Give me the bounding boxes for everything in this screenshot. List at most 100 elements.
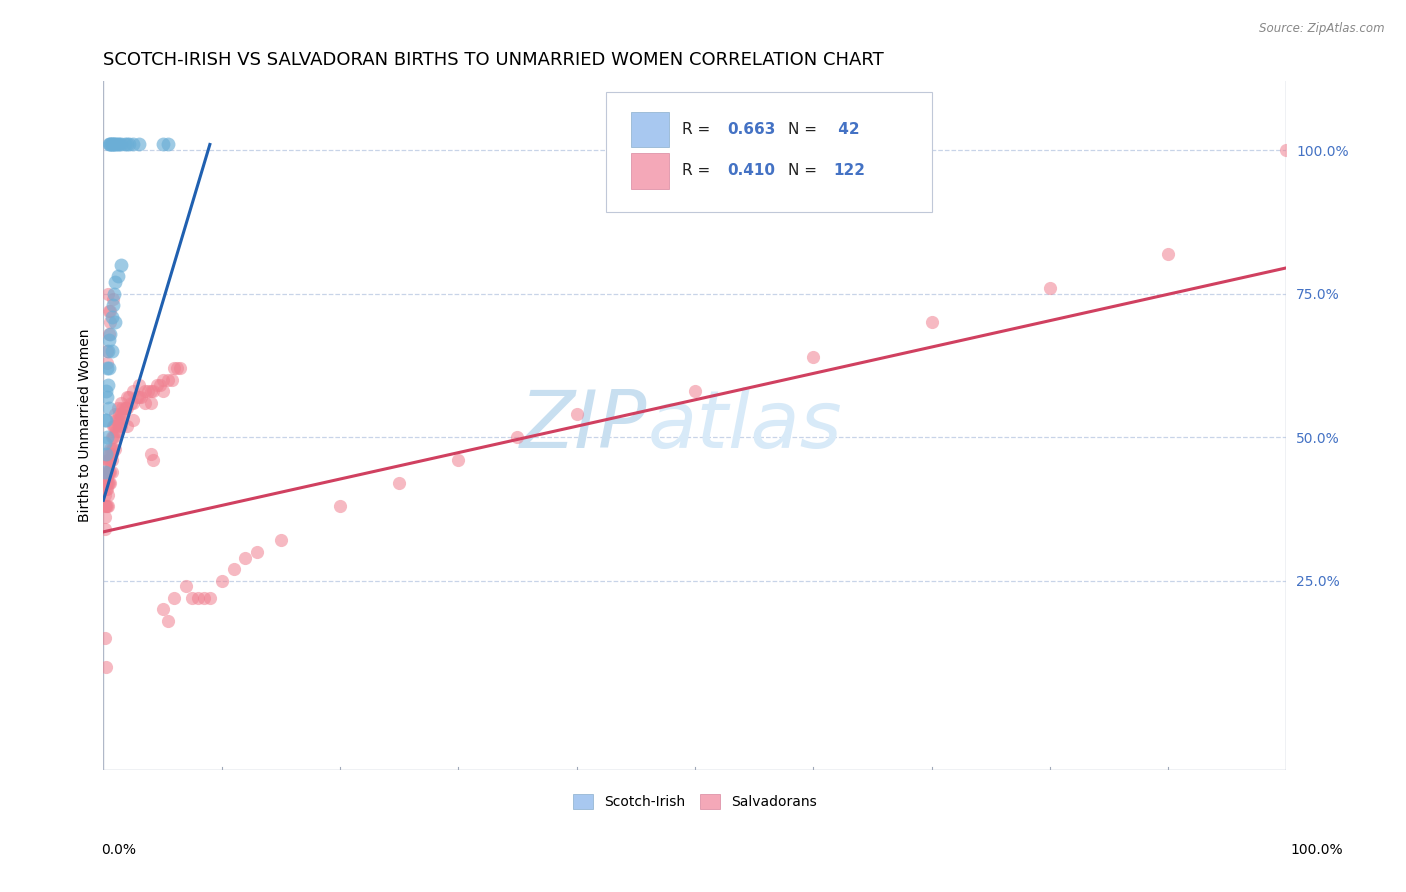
Point — [97, 499, 120, 513]
Point — [163, 591, 186, 605]
Point — [101, 137, 124, 152]
Point — [100, 310, 122, 324]
Point — [98, 401, 121, 416]
Point — [93, 413, 115, 427]
Point — [100, 465, 122, 479]
Point — [122, 137, 145, 152]
Point — [108, 413, 131, 427]
Point — [801, 350, 824, 364]
Point — [100, 442, 122, 456]
Point — [107, 407, 129, 421]
Point — [103, 137, 125, 152]
Point — [93, 465, 115, 479]
Point — [128, 137, 150, 152]
Text: 0.663: 0.663 — [727, 122, 775, 137]
Point — [129, 390, 152, 404]
Point — [100, 453, 122, 467]
Point — [222, 562, 245, 576]
Point — [93, 476, 115, 491]
Point — [152, 373, 174, 387]
Point — [115, 418, 138, 433]
Point — [100, 447, 122, 461]
Point — [103, 418, 125, 433]
Point — [96, 355, 118, 369]
Text: R =: R = — [682, 122, 716, 137]
Point — [134, 395, 156, 409]
Point — [506, 430, 529, 444]
Point — [115, 401, 138, 416]
Point — [94, 447, 117, 461]
Text: SCOTCH-IRISH VS SALVADORAN BIRTHS TO UNMARRIED WOMEN CORRELATION CHART: SCOTCH-IRISH VS SALVADORAN BIRTHS TO UNM… — [104, 51, 884, 69]
Point — [100, 476, 122, 491]
Point — [157, 373, 180, 387]
Point — [98, 326, 121, 341]
Text: 122: 122 — [834, 163, 865, 178]
Point — [142, 384, 165, 399]
Point — [94, 482, 117, 496]
Point — [110, 258, 132, 272]
Point — [101, 418, 124, 433]
Point — [246, 545, 269, 559]
Point — [134, 384, 156, 399]
Point — [114, 401, 136, 416]
Point — [104, 315, 127, 329]
Point — [115, 401, 138, 416]
Point — [270, 533, 292, 548]
Point — [100, 137, 122, 152]
Point — [104, 442, 127, 456]
Point — [145, 378, 167, 392]
Point — [101, 298, 124, 312]
Point — [110, 407, 132, 421]
Point — [100, 453, 122, 467]
Point — [98, 453, 121, 467]
Point — [100, 442, 122, 456]
Point — [96, 465, 118, 479]
Point — [128, 378, 150, 392]
Point — [174, 579, 197, 593]
Point — [94, 470, 117, 484]
Point — [447, 453, 470, 467]
Text: 42: 42 — [834, 122, 860, 137]
Point — [101, 430, 124, 444]
Point — [122, 413, 145, 427]
Point — [98, 447, 121, 461]
Point — [107, 401, 129, 416]
Point — [115, 137, 138, 152]
Text: N =: N = — [789, 163, 823, 178]
Point — [152, 602, 174, 616]
Point — [104, 407, 127, 421]
FancyBboxPatch shape — [631, 153, 669, 189]
Point — [107, 418, 129, 433]
Point — [166, 361, 188, 376]
Point — [118, 390, 141, 404]
Text: 100.0%: 100.0% — [1291, 843, 1343, 857]
Point — [120, 395, 142, 409]
Point — [104, 137, 127, 152]
Point — [138, 384, 160, 399]
Point — [107, 413, 129, 427]
Point — [110, 418, 132, 433]
Point — [93, 631, 115, 645]
Point — [94, 413, 117, 427]
Point — [122, 395, 145, 409]
Point — [97, 487, 120, 501]
Point — [96, 470, 118, 484]
Point — [97, 465, 120, 479]
Point — [96, 344, 118, 359]
Point — [100, 344, 122, 359]
Point — [96, 430, 118, 444]
Point — [107, 425, 129, 439]
FancyBboxPatch shape — [606, 92, 932, 212]
Point — [96, 390, 118, 404]
Point — [98, 361, 121, 376]
Point — [96, 453, 118, 467]
Text: ZIP: ZIP — [520, 386, 648, 465]
Point — [97, 476, 120, 491]
Point — [93, 522, 115, 536]
Point — [98, 333, 121, 347]
Point — [110, 395, 132, 409]
Text: 0.0%: 0.0% — [101, 843, 136, 857]
Point — [211, 574, 233, 588]
Point — [107, 137, 129, 152]
Point — [98, 137, 121, 152]
